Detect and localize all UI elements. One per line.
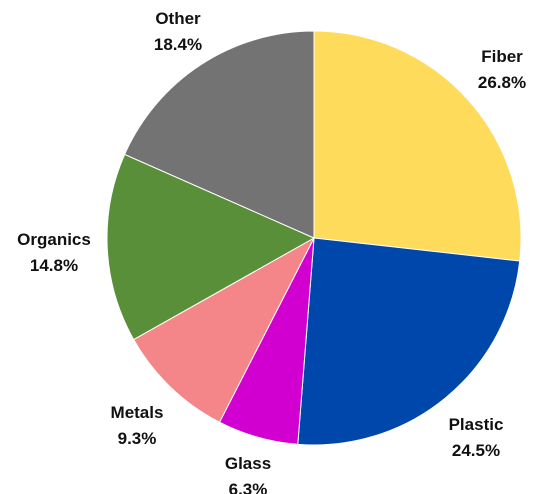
slice-value-organics: 14.8% [30, 256, 78, 275]
slice-value-fiber: 26.8% [478, 73, 526, 92]
slice-label-metals: Metals [111, 403, 164, 422]
slice-label-other: Other [155, 9, 201, 28]
pie-slices [106, 30, 522, 446]
slice-value-metals: 9.3% [118, 429, 157, 448]
pie-slice-metals [132, 236, 316, 423]
pie-slice-fiber [313, 30, 522, 262]
pie-labels: Fiber 26.8% Plastic 24.5% Glass 6.3% Metals 9.3… [17, 9, 526, 494]
slice-label-glass: Glass [225, 454, 271, 473]
pie-slice-organics [106, 153, 316, 341]
slice-value-other: 18.4% [154, 35, 202, 54]
slice-label-organics: Organics [17, 230, 91, 249]
slice-value-plastic: 24.5% [452, 441, 500, 460]
pie-slice-plastic [297, 237, 521, 446]
pie-slice-other [123, 30, 315, 239]
slice-value-glass: 6.3% [229, 480, 268, 494]
slice-label-plastic: Plastic [449, 415, 504, 434]
slice-label-fiber: Fiber [481, 47, 523, 66]
